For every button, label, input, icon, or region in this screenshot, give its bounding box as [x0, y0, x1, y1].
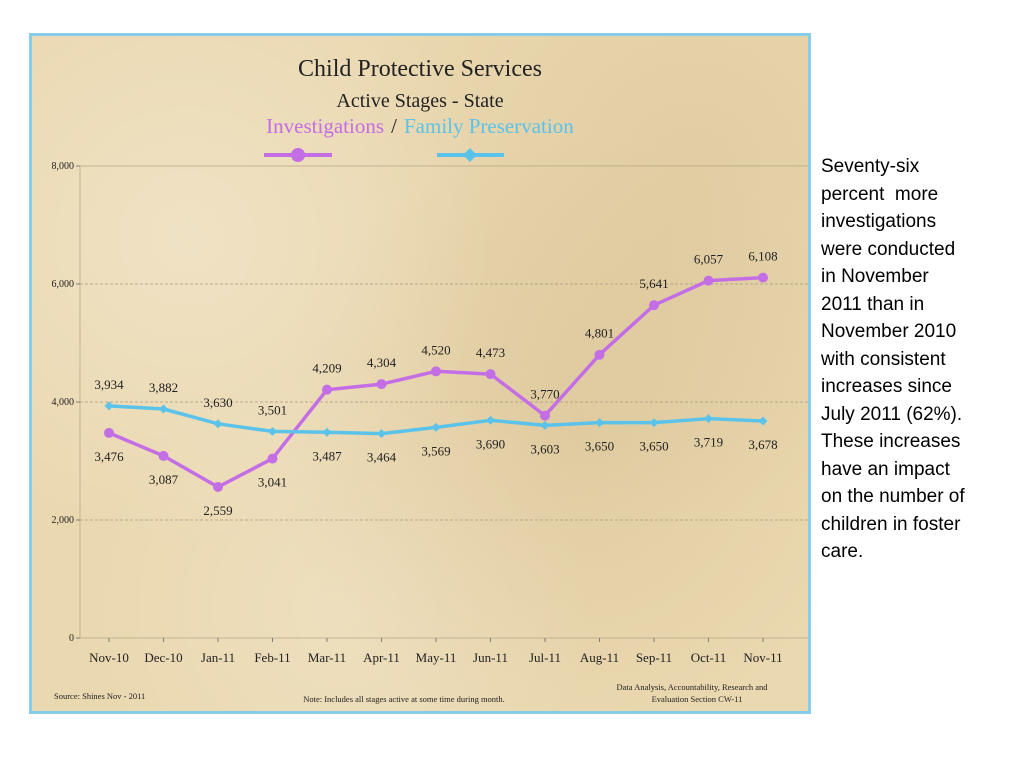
data-point-investigations [485, 369, 496, 380]
data-label-investigations: 3,770 [530, 387, 559, 402]
x-tick-label: Jan-11 [201, 650, 235, 665]
x-tick-label: Mar-11 [308, 650, 346, 665]
x-tick-label: Apr-11 [363, 650, 400, 665]
footer-note: Note: Includes all stages active at some… [303, 694, 505, 704]
x-tick-label: Nov-10 [89, 650, 129, 665]
x-tick-label: May-11 [416, 650, 457, 665]
data-label-family-preservation: 3,487 [312, 448, 342, 463]
data-point-investigations [758, 272, 768, 283]
data-point-family-preservation [540, 420, 550, 430]
data-label-investigations: 3,476 [94, 449, 124, 464]
data-point-investigations [649, 300, 659, 311]
data-label-investigations: 5,641 [639, 276, 668, 291]
data-label-family-preservation: 3,603 [530, 441, 559, 456]
legend-marker-family-preservation [463, 148, 477, 162]
data-labels: 3,934 3,476 3,882 3,087 3,630 2,559 3,501 3,041… [94, 249, 777, 518]
data-point-family-preservation [486, 415, 495, 425]
data-point-investigations [104, 427, 114, 438]
chart-title: Child Protective Services [298, 56, 542, 82]
data-point-family-preservation [704, 414, 713, 424]
data-point-investigations [431, 366, 441, 377]
footer-credit-line1: Data Analysis, Accountability, Research … [617, 682, 769, 692]
data-label-family-preservation: 3,501 [258, 402, 287, 417]
x-tick-label: Feb-11 [254, 650, 290, 665]
data-label-investigations: 3,087 [149, 472, 179, 487]
data-point-family-preservation [159, 404, 168, 414]
x-tick-label: Oct-11 [691, 650, 727, 665]
series-layer [104, 272, 768, 493]
x-tick-label: Jul-11 [529, 650, 561, 665]
data-point-family-preservation [431, 422, 441, 432]
data-label-investigations: 6,057 [694, 252, 724, 267]
data-point-investigations [322, 384, 332, 395]
legend: Investigations / Family Preservation [264, 114, 574, 162]
data-label-investigations: 3,041 [258, 475, 287, 490]
data-label-family-preservation: 3,464 [367, 450, 397, 465]
plot-area [79, 165, 808, 639]
data-label-family-preservation: 3,650 [639, 439, 668, 454]
data-label-family-preservation: 3,882 [149, 380, 178, 395]
y-tick-label: 8,000 [52, 161, 75, 172]
data-label-family-preservation: 3,630 [203, 395, 232, 410]
x-tick-label: Jun-11 [473, 650, 508, 665]
footer-credit-line2: Evaluation Section CW-11 [652, 694, 743, 704]
x-tick-label: Dec-10 [144, 650, 182, 665]
data-label-investigations: 2,559 [203, 503, 232, 518]
legend-separator: / [391, 114, 397, 138]
data-point-investigations [703, 275, 714, 286]
data-point-family-preservation [758, 416, 768, 426]
data-label-family-preservation: 3,678 [748, 437, 777, 452]
data-point-investigations [594, 349, 605, 360]
data-label-family-preservation: 3,719 [694, 435, 723, 450]
data-label-investigations: 4,304 [367, 355, 397, 370]
data-point-family-preservation [213, 419, 223, 429]
legend-label-family-preservation: Family Preservation [404, 114, 574, 138]
x-tick-label: Sep-11 [636, 650, 672, 665]
gridlines [80, 283, 808, 521]
x-tick-label: Nov-11 [743, 650, 782, 665]
data-point-family-preservation [322, 427, 332, 437]
data-point-investigations [376, 379, 387, 390]
line-chart: Child Protective Services Active Stages … [52, 56, 808, 704]
data-point-family-preservation [104, 401, 114, 411]
side-note-text: Seventy-six percent more investigations … [821, 156, 965, 562]
data-label-investigations: 4,801 [585, 326, 614, 341]
data-point-investigations [267, 453, 278, 464]
data-point-investigations [540, 410, 550, 421]
chart-panel: Child Protective Services Active Stages … [29, 33, 811, 714]
x-tick-label: Aug-11 [580, 650, 619, 665]
data-point-investigations [158, 450, 169, 461]
axes: 0 2,000 4,000 6,000 8,000 Nov-10 Dec-10 Jan-11 F… [52, 161, 783, 665]
footer-source: Source: Shines Nov - 2011 [54, 691, 145, 701]
data-label-investigations: 6,108 [748, 249, 777, 264]
y-tick-label: 6,000 [52, 279, 75, 290]
chart-subtitle: Active Stages - State [336, 90, 503, 112]
data-point-family-preservation [595, 418, 604, 428]
data-label-investigations: 4,209 [312, 361, 341, 376]
data-label-family-preservation: 3,650 [585, 439, 614, 454]
data-point-family-preservation [649, 418, 659, 428]
data-label-family-preservation: 3,690 [476, 436, 505, 451]
legend-marker-investigations [291, 148, 305, 162]
data-label-investigations: 4,520 [421, 342, 450, 357]
legend-label-investigations: Investigations [266, 114, 384, 138]
data-point-investigations [213, 482, 223, 493]
data-label-investigations: 4,473 [476, 345, 505, 360]
data-point-family-preservation [377, 429, 386, 439]
data-label-family-preservation: 3,569 [421, 443, 450, 458]
y-tick-label: 2,000 [52, 515, 75, 526]
y-tick-label: 4,000 [52, 397, 75, 408]
data-label-family-preservation: 3,934 [94, 377, 124, 392]
y-tick-label: 0 [69, 633, 74, 644]
data-point-family-preservation [268, 426, 277, 436]
